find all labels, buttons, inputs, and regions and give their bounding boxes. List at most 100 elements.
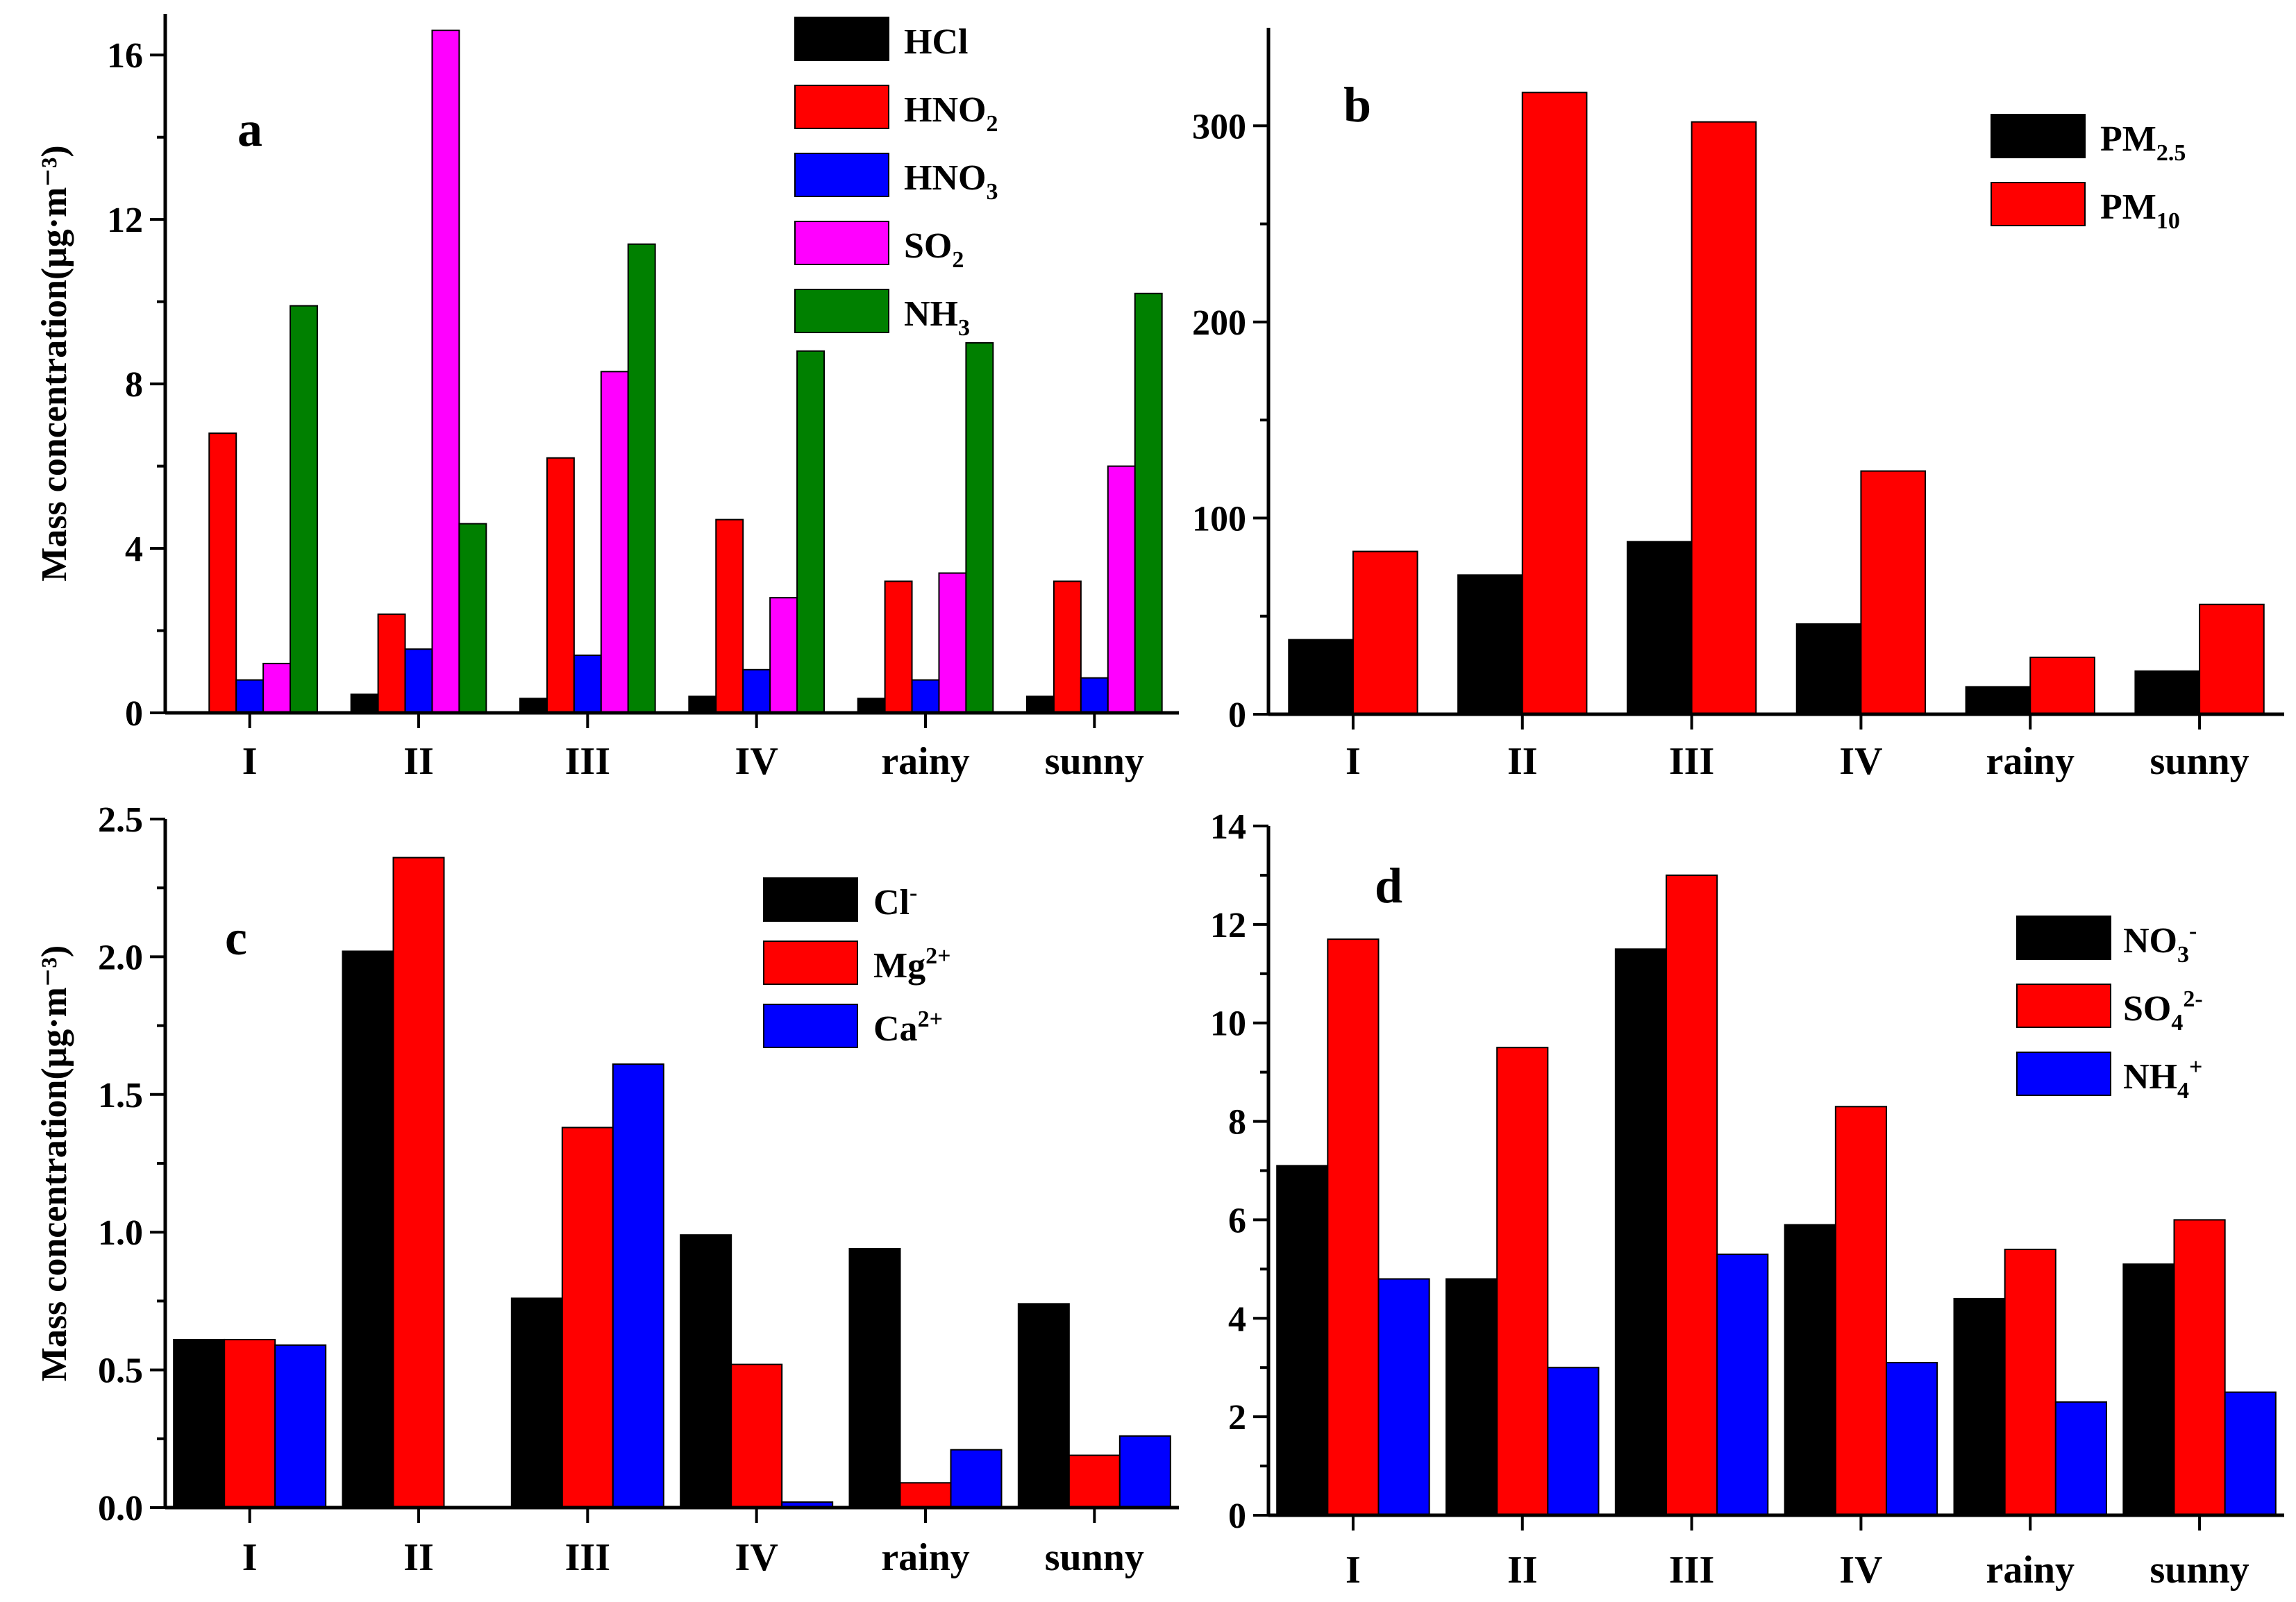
panel-letter: c: [225, 910, 247, 966]
bar-d-SO42--sunny: [2173, 1219, 2226, 1517]
legend-label-SO42-: SO42-: [2123, 986, 2203, 1036]
x-tick-label: rainy: [881, 740, 970, 783]
bar-b-PM10-IV: [1860, 470, 1927, 716]
legend-swatch-NO3-: [2016, 916, 2111, 960]
bar-a-HNO2-sunny: [1053, 580, 1082, 714]
x-tick-label: rainy: [881, 1536, 970, 1579]
bar-a-HNO3-III: [573, 655, 602, 714]
x-tick-label: I: [1346, 1549, 1361, 1592]
y-tick-label: 10: [1210, 1004, 1246, 1044]
y-tick-label: 14: [1210, 807, 1246, 847]
bar-d-NH4+-II: [1547, 1367, 1600, 1516]
bar-d-NO3--I: [1276, 1165, 1329, 1516]
legend-label-Cl-: Cl-: [873, 880, 917, 922]
legend-label-HNO3: HNO3: [904, 158, 998, 205]
legend-label-NH3: NH3: [904, 294, 970, 341]
y-tick-label: 2.0: [98, 938, 143, 977]
bar-c-Mg2+-rainy: [899, 1482, 952, 1509]
legend-swatch-NH4+: [2016, 1052, 2111, 1096]
bar-d-NH4+-sunny: [2224, 1391, 2277, 1517]
y-tick-label: 0: [125, 694, 143, 734]
x-tick-label: III: [565, 740, 610, 783]
y-axis-label: Mass concentration(μg·m⁻³): [35, 945, 74, 1382]
bar-c-Mg2+-sunny: [1068, 1454, 1121, 1508]
bar-c-Mg2+-II: [392, 857, 445, 1508]
bar-a-SO2-II: [431, 29, 460, 714]
x-tick-label: II: [403, 740, 434, 783]
legend-swatch-NH3: [794, 289, 889, 333]
y-tick-label: 2.5: [98, 800, 143, 840]
legend-label-Mg2+: Mg2+: [873, 943, 950, 986]
bar-a-HCl-II: [350, 693, 379, 714]
x-tick-label: sunny: [1045, 740, 1144, 783]
bar-a-HCl-sunny: [1026, 695, 1055, 714]
bar-c-Cl--rainy: [848, 1248, 901, 1509]
y-tick-label: 2: [1228, 1398, 1246, 1437]
x-tick-label: II: [1507, 740, 1538, 783]
legend-label-PM10: PM10: [2100, 187, 2180, 234]
legend: Cl- Mg2+ Ca2+: [763, 877, 950, 1049]
x-tick-label: IV: [735, 1536, 778, 1579]
y-tick-label: 0.0: [98, 1489, 143, 1528]
legend-label-HCl: HCl: [904, 22, 968, 62]
legend-label-Ca2+: Ca2+: [873, 1006, 943, 1049]
panel-letter: d: [1375, 858, 1402, 913]
y-tick-label: 300: [1192, 107, 1246, 146]
x-tick-label: rainy: [1986, 1549, 2075, 1592]
legend-label-HNO2: HNO2: [904, 90, 998, 137]
bar-a-NH3-I: [290, 305, 319, 714]
legend: NO3- SO42- NH4+: [2016, 916, 2203, 1104]
y-tick-label: 8: [1228, 1103, 1246, 1143]
legend-swatch-PM2.5: [1991, 114, 2086, 158]
legend: HCl HNO2 HNO3 SO2 NH3: [794, 17, 998, 341]
bar-b-PM10-III: [1691, 121, 1757, 716]
y-axis-label: Mass concentration(μg·m⁻³): [35, 145, 74, 582]
bar-c-Ca2+-III: [612, 1063, 664, 1508]
bar-a-HNO2-I: [208, 432, 237, 714]
bar-d-NH4+-rainy: [2054, 1401, 2107, 1516]
bar-d-SO42--I: [1327, 938, 1380, 1516]
bar-b-PM2.5-IV: [1795, 623, 1862, 716]
bar-b-PM2.5-III: [1626, 541, 1693, 716]
y-tick-label: 200: [1192, 303, 1246, 343]
bar-d-NH4+-IV: [1885, 1362, 1938, 1517]
bar-a-HNO3-II: [404, 648, 433, 714]
x-tick-label: II: [1507, 1549, 1538, 1592]
bar-c-Cl--IV: [680, 1234, 732, 1508]
y-tick-label: 6: [1228, 1201, 1246, 1240]
legend-label-NO3-: NO3-: [2123, 918, 2197, 968]
x-tick-label: III: [565, 1536, 610, 1579]
bar-a-HNO3-sunny: [1080, 677, 1109, 714]
legend-swatch-SO2: [794, 221, 889, 265]
bar-a-NH3-II: [458, 523, 487, 714]
bar-a-SO2-III: [600, 371, 629, 714]
bar-d-SO42--III: [1666, 874, 1718, 1516]
y-tick-label: 100: [1192, 499, 1246, 539]
bar-b-PM10-rainy: [2029, 657, 2095, 715]
bar-a-HCl-III: [519, 698, 548, 714]
bar-c-Mg2+-I: [224, 1338, 276, 1509]
legend-label-PM2.5: PM2.5: [2100, 119, 2186, 166]
legend-swatch-PM10: [1991, 182, 2086, 226]
x-tick-label: III: [1669, 740, 1714, 783]
x-tick-label: IV: [1839, 1549, 1882, 1592]
y-tick-label: 0.5: [98, 1351, 143, 1391]
bar-a-NH3-sunny: [1134, 292, 1163, 714]
x-tick-label: I: [242, 740, 258, 783]
bar-c-Mg2+-IV: [730, 1363, 783, 1508]
bar-c-Mg2+-III: [561, 1127, 614, 1508]
bar-a-HCl-IV: [688, 695, 717, 714]
x-tick-label: IV: [735, 740, 778, 783]
bar-c-Ca2+-rainy: [950, 1449, 1003, 1509]
bar-c-Ca2+-I: [274, 1344, 327, 1508]
legend-swatch-HCl: [794, 17, 889, 61]
panel-letter: b: [1343, 77, 1371, 133]
bar-a-NH3-IV: [796, 350, 825, 714]
y-tick-label: 12: [1210, 906, 1246, 945]
bar-c-Cl--III: [510, 1297, 563, 1508]
bar-d-NO3--II: [1446, 1278, 1498, 1516]
chart-panel-c: 0.00.51.01.52.02.5I II III IV rainy sunnycMas…: [35, 800, 1179, 1579]
bar-a-HNO3-rainy: [911, 679, 940, 714]
